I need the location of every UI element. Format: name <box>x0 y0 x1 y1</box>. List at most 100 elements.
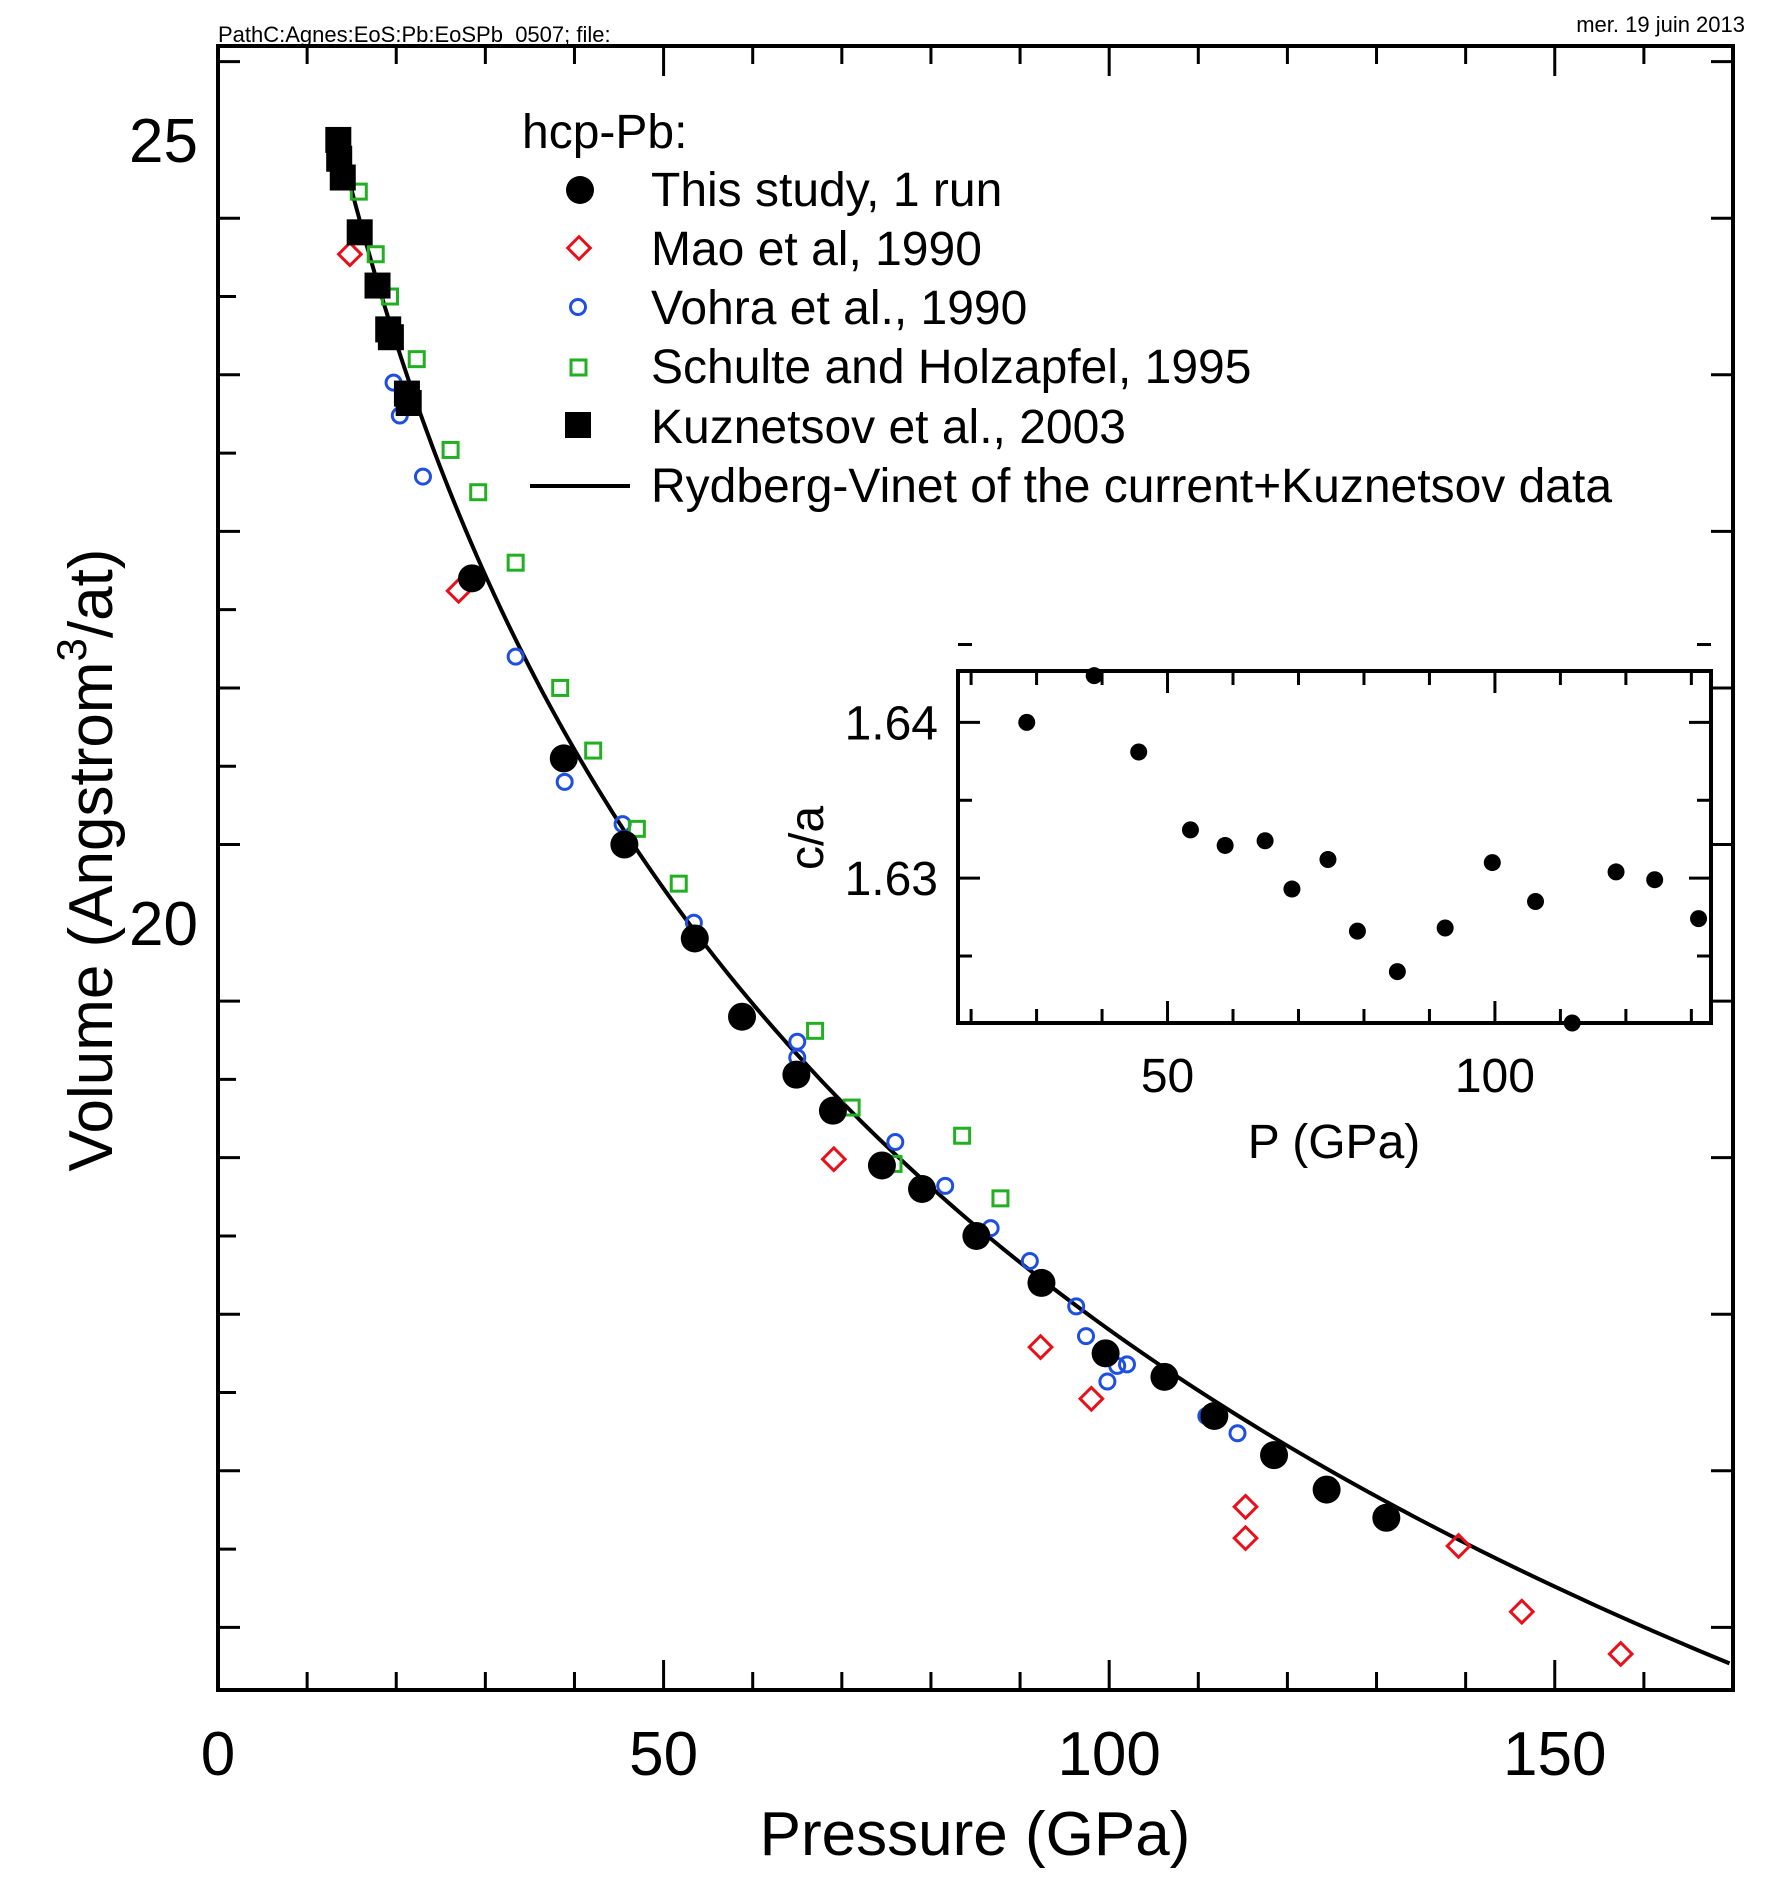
inset-x-tick-label: 50 <box>1141 1050 1194 1103</box>
this-study-point <box>1091 1339 1120 1368</box>
legend-marker-mao <box>565 234 593 262</box>
inset-point <box>1646 871 1664 889</box>
inset-x-axis-title: P (GPa) <box>1248 1116 1421 1169</box>
vohra-point <box>788 1032 807 1051</box>
this-study-point <box>1150 1362 1179 1391</box>
schulte-point <box>991 1189 1010 1208</box>
this-study-point <box>610 830 639 859</box>
inset-point <box>1388 963 1406 981</box>
inset-point <box>1018 713 1036 731</box>
inset-point <box>1216 836 1234 854</box>
inset-point <box>1319 850 1337 868</box>
main-points <box>325 126 1635 1668</box>
date-header: mer. 19 juin 2013 <box>1576 12 1745 37</box>
vohra-point <box>936 1176 955 1195</box>
vohra-point <box>506 647 525 666</box>
schulte-point <box>627 819 646 838</box>
inset-chart: 50 100 1.63 1.64 P (GPa) c/a <box>781 643 1713 1169</box>
kuznetsov-point <box>346 219 373 246</box>
this-study-point <box>962 1221 991 1250</box>
schulte-point <box>551 678 570 697</box>
vohra-point <box>1228 1424 1247 1443</box>
schulte-point <box>441 440 460 459</box>
this-study-point <box>457 564 486 593</box>
this-study-point <box>782 1060 811 1089</box>
this-study-point <box>549 744 578 773</box>
legend-label-vohra: Vohra et al., 1990 <box>651 282 1027 335</box>
kuznetsov-point <box>329 164 356 191</box>
legend-label-kuznetsov: Kuznetsov et al., 2003 <box>651 401 1126 454</box>
inset-point <box>1283 880 1301 898</box>
inset-point <box>1181 821 1199 839</box>
legend-marker-schulte <box>569 358 588 377</box>
x-tick-label: 50 <box>629 1720 698 1789</box>
inset-x-tick-label: 100 <box>1455 1050 1535 1103</box>
inset-point <box>1483 854 1501 872</box>
inset-y-axis-title: c/a <box>781 806 834 870</box>
schulte-point <box>806 1021 825 1040</box>
vohra-point <box>1067 1297 1086 1316</box>
mao-point <box>1027 1333 1054 1361</box>
x-axis-title: Pressure (GPa) <box>760 1800 1191 1869</box>
main-chart: 0 50 100 150 20 25 Pressure (GPa) Volume (Ang… <box>48 44 1735 1869</box>
mao-point <box>1232 1493 1259 1521</box>
vohra-point <box>413 467 432 486</box>
mao-point <box>1508 1598 1536 1626</box>
vohra-point <box>1098 1372 1117 1391</box>
inset-point <box>1690 910 1708 928</box>
this-study-point <box>1027 1268 1056 1297</box>
legend-title: hcp-Pb: <box>522 106 687 159</box>
legend: hcp-Pb: This study, 1 run Mao et al, 199… <box>522 106 1612 513</box>
legend-label-mao: Mao et al, 1990 <box>651 223 982 276</box>
vohra-point <box>1020 1251 1039 1270</box>
inset-point <box>1436 919 1454 937</box>
schulte-point <box>506 553 525 572</box>
inset-ticks: 50 100 1.63 1.64 <box>845 643 1711 1103</box>
this-study-point <box>1260 1441 1289 1470</box>
this-study-point <box>1200 1402 1229 1430</box>
inset-points <box>1018 667 1708 1032</box>
mao-point <box>1232 1524 1259 1552</box>
inset-plot-frame <box>956 669 1713 1025</box>
inset-point <box>1130 743 1148 761</box>
kuznetsov-point <box>395 389 422 416</box>
schulte-point <box>669 874 688 893</box>
this-study-point <box>680 924 709 953</box>
mao-point <box>336 240 364 268</box>
y-axis-title-main: Volume (Angstrom <box>57 661 126 1171</box>
legend-label-fit: Rydberg-Vinet of the current+Kuznetsov d… <box>651 460 1612 513</box>
this-study-point <box>1372 1503 1401 1532</box>
schulte-point <box>366 245 385 264</box>
file-path-header: PathC:Agnes:EoS:Pb:EoSPb_0507; file: <box>218 22 611 47</box>
inset-point <box>1348 922 1366 940</box>
vohra-point <box>886 1133 905 1151</box>
x-tick-label: 0 <box>201 1720 235 1789</box>
legend-label-schulte: Schulte and Holzapfel, 1995 <box>651 341 1251 394</box>
x-tick-label: 100 <box>1057 1720 1160 1789</box>
inset-point <box>1607 863 1625 881</box>
inset-y-tick-label: 1.63 <box>845 853 938 906</box>
this-study-point <box>818 1096 847 1125</box>
y-axis-title-end: /at) <box>57 549 126 639</box>
this-study-point <box>867 1151 896 1180</box>
inset-y-tick-label: 1.64 <box>845 697 938 750</box>
schulte-point <box>349 182 368 201</box>
vohra-point <box>1077 1327 1096 1346</box>
schulte-point <box>469 483 488 502</box>
vohra-point <box>1118 1355 1136 1374</box>
main-plot-frame <box>216 44 1735 1692</box>
vohra-point <box>555 772 574 791</box>
y-axis-title: Volume (Angstrom3/at) <box>48 549 126 1172</box>
mao-point <box>1077 1385 1105 1413</box>
inset-point <box>1563 1014 1581 1032</box>
this-study-point <box>1312 1475 1341 1504</box>
mao-point <box>1445 1532 1472 1560</box>
main-ticks: 0 50 100 150 20 25 <box>129 46 1735 1789</box>
inset-point <box>1085 667 1103 685</box>
this-study-point <box>728 1002 757 1031</box>
y-tick-label: 20 <box>129 890 198 959</box>
schulte-point <box>584 741 603 760</box>
x-tick-label: 150 <box>1503 1720 1606 1789</box>
